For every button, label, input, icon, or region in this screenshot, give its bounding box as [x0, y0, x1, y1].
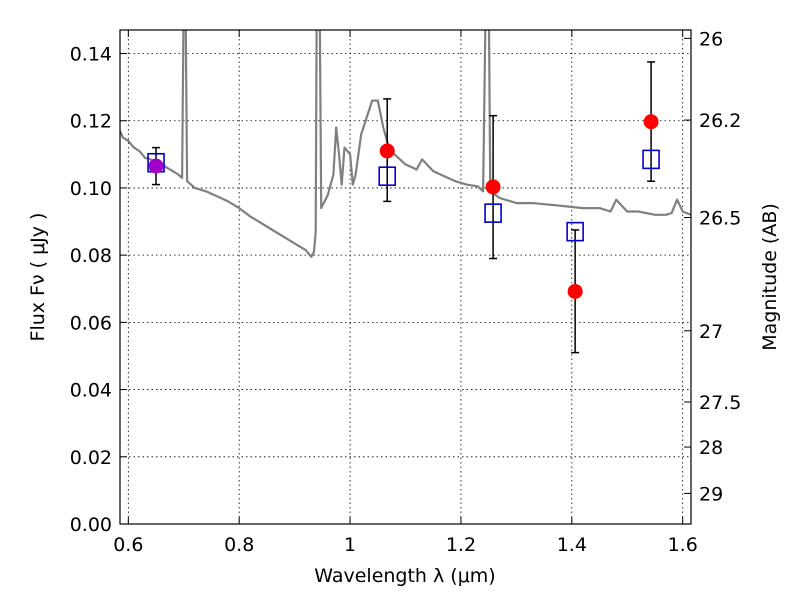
model-square	[642, 149, 660, 170]
x-tick-label: 1.2	[446, 534, 476, 556]
observed-circle	[485, 179, 501, 195]
x-tick-label: 1.6	[668, 534, 698, 556]
observed-circle	[643, 114, 659, 130]
x-tick-label: 1.4	[557, 534, 587, 556]
x-tick-label: 1	[344, 534, 356, 556]
y-tick-label: 0.10	[70, 178, 112, 200]
y-tick-label: 0.14	[70, 44, 112, 66]
grid-lines	[120, 30, 691, 524]
y2-tick-label: 26.2	[699, 110, 741, 132]
y-tick-label: 0.08	[70, 245, 112, 267]
template-spectrum	[120, 30, 691, 258]
y2-tick-label: 27	[699, 321, 723, 343]
y2-tick-label: 28	[699, 437, 723, 459]
y-axis-label: Flux Fν ( μJy )	[27, 213, 49, 342]
spectrum-line	[120, 30, 691, 258]
y-tick-label: 0.04	[70, 380, 112, 402]
x-tick-label: 0.8	[224, 534, 254, 556]
model-square	[378, 166, 397, 186]
model-square	[566, 221, 584, 242]
y2-tick-label: 27.5	[699, 392, 741, 414]
observed-circle	[148, 158, 164, 174]
x-axis-label: Wavelength λ (μm)	[314, 565, 495, 587]
y-tick-label: 0.00	[70, 514, 112, 536]
axis-ticks	[120, 30, 691, 525]
observed-points	[148, 114, 659, 299]
observed-circle	[567, 283, 583, 299]
y-tick-label: 0.12	[70, 111, 112, 133]
observed-circle	[379, 143, 395, 159]
y-tick-label: 0.06	[70, 312, 112, 334]
model-square	[484, 203, 502, 223]
y2-axis-label: Magnitude (AB)	[759, 203, 781, 351]
y2-tick-label: 29	[699, 483, 723, 505]
plot-frame	[119, 29, 692, 525]
y-tick-label: 0.02	[70, 447, 112, 469]
y2-tick-label: 26	[699, 28, 723, 50]
y2-tick-label: 26.5	[699, 208, 741, 230]
x-tick-label: 0.6	[113, 534, 143, 556]
model-points	[147, 149, 660, 242]
tick-labels: 0.6 0.8 1 1.2 1.4 1.6 0.00 0.02 0.04 0.06 0.08 0.10…	[70, 28, 742, 556]
